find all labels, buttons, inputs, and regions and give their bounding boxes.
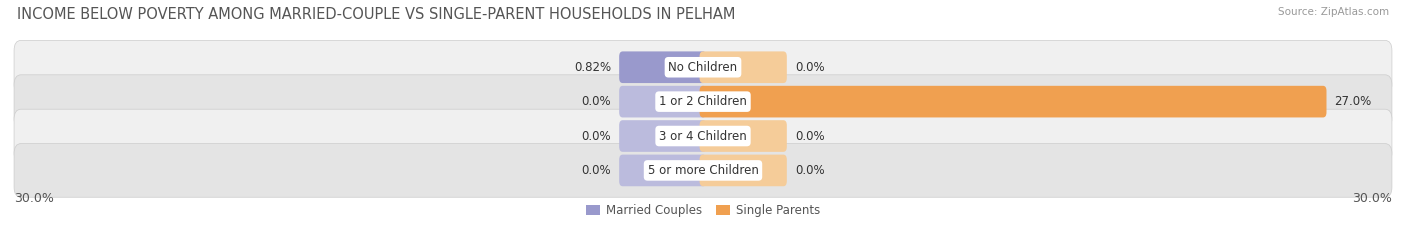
FancyBboxPatch shape [619,51,706,83]
Text: INCOME BELOW POVERTY AMONG MARRIED-COUPLE VS SINGLE-PARENT HOUSEHOLDS IN PELHAM: INCOME BELOW POVERTY AMONG MARRIED-COUPL… [17,7,735,22]
FancyBboxPatch shape [14,144,1392,197]
Text: 0.0%: 0.0% [582,95,612,108]
FancyBboxPatch shape [14,109,1392,163]
Text: 0.82%: 0.82% [574,61,612,74]
FancyBboxPatch shape [700,120,787,152]
Text: 30.0%: 30.0% [1353,192,1392,205]
Text: 0.0%: 0.0% [794,164,824,177]
Text: 1 or 2 Children: 1 or 2 Children [659,95,747,108]
Text: 0.0%: 0.0% [794,130,824,143]
FancyBboxPatch shape [700,155,787,186]
FancyBboxPatch shape [619,120,706,152]
FancyBboxPatch shape [619,155,706,186]
Text: 27.0%: 27.0% [1334,95,1372,108]
FancyBboxPatch shape [14,75,1392,128]
Legend: Married Couples, Single Parents: Married Couples, Single Parents [586,204,820,217]
Text: 0.0%: 0.0% [794,61,824,74]
Text: 0.0%: 0.0% [582,130,612,143]
Text: 30.0%: 30.0% [14,192,53,205]
FancyBboxPatch shape [14,40,1392,94]
Text: No Children: No Children [668,61,738,74]
FancyBboxPatch shape [700,86,1326,117]
FancyBboxPatch shape [700,51,787,83]
Text: 0.0%: 0.0% [582,164,612,177]
Text: 5 or more Children: 5 or more Children [648,164,758,177]
Text: 3 or 4 Children: 3 or 4 Children [659,130,747,143]
FancyBboxPatch shape [619,86,706,117]
Text: Source: ZipAtlas.com: Source: ZipAtlas.com [1278,7,1389,17]
